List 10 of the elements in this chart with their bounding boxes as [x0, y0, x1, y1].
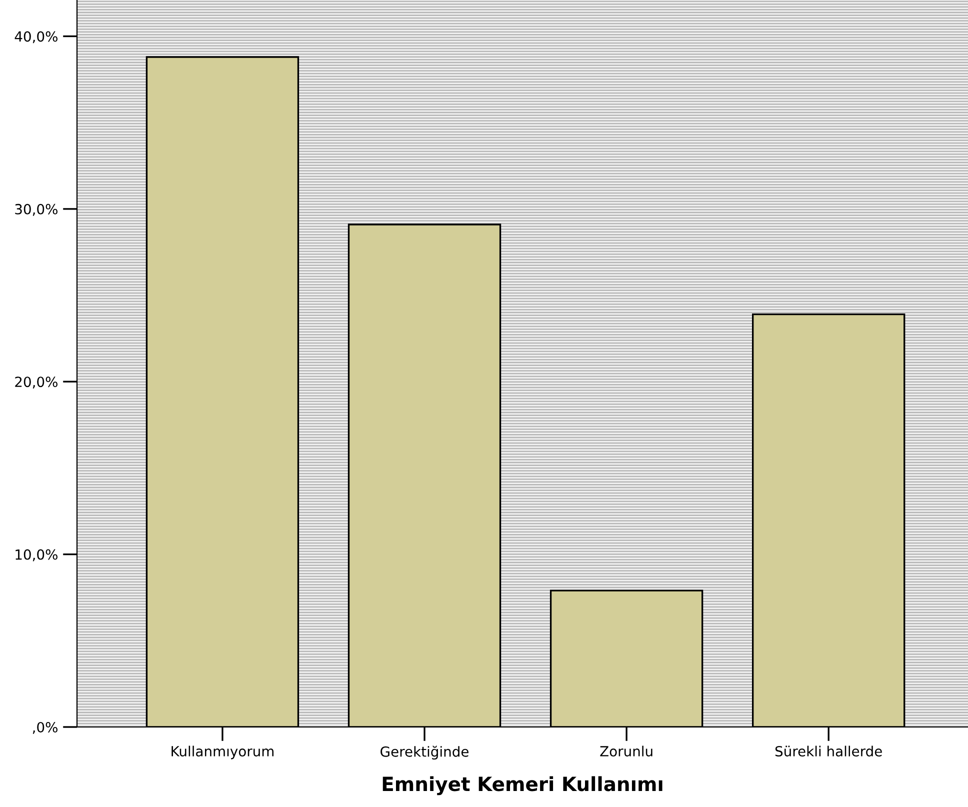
y-tick-label: 40,0% [14, 31, 58, 44]
y-tick-label: ,0% [32, 722, 58, 734]
y-tick-label: 10,0% [16, 549, 58, 562]
x-tick-label: Kullanmıyorum [172, 746, 274, 760]
x-tick-label: Zorunlu [600, 746, 652, 756]
y-tick-label: 30,0% [15, 204, 58, 216]
x-axis-title: Emniyet Kemeri Kullanımı [382, 776, 662, 796]
y-tick-label: 20,0% [15, 376, 58, 389]
x-tick-label: Gerektiğinde [380, 746, 468, 760]
x-tick-label: Sürekli hallerde [775, 746, 882, 756]
